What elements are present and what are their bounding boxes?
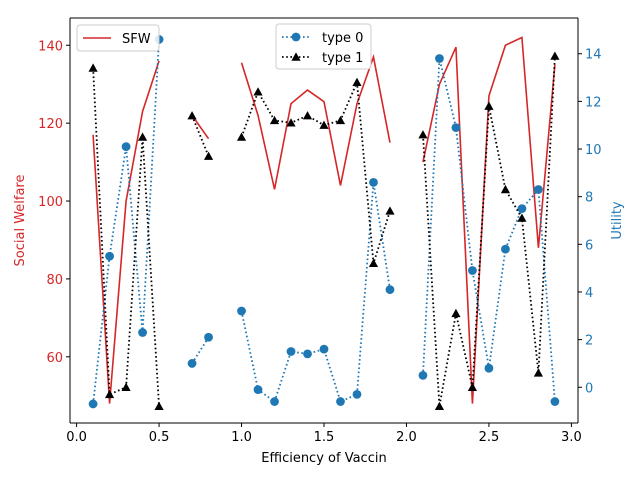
data-point-type-1: [319, 120, 329, 129]
data-point-type-1: [203, 151, 214, 160]
x-tick-label: 0.0: [66, 430, 87, 445]
data-point-type-1: [187, 111, 197, 120]
data-point-type-0: [385, 285, 395, 294]
x-tick-label: 1.5: [314, 430, 335, 445]
data-point-type-0: [468, 266, 477, 275]
legend-layer: SFW type 0 type 1: [76, 23, 372, 70]
series-line-sfw-segment-0: [92, 60, 160, 404]
data-point-type-1: [236, 132, 247, 141]
data-point-type-0: [286, 347, 296, 356]
data-point-type-0: [303, 349, 312, 359]
data-point-type-1: [484, 101, 494, 110]
data-point-type-0: [121, 142, 131, 152]
x-axis-label: Efficiency of Vaccin: [261, 451, 386, 466]
right-tick-label: 2: [585, 334, 593, 349]
data-point-type-0: [88, 399, 98, 409]
data-point-type-0: [435, 54, 444, 63]
legend-marker-type-1: [291, 52, 301, 61]
data-point-type-0: [237, 306, 246, 316]
series-type-1: [88, 51, 560, 411]
data-point-type-1: [385, 206, 395, 215]
data-point-type-1: [137, 132, 148, 141]
x-tick-label: 2.5: [479, 430, 500, 445]
right-tick-label: 6: [585, 238, 593, 253]
data-point-type-0: [270, 397, 279, 406]
x-tick-label: 3.0: [561, 430, 582, 445]
data-point-type-1: [467, 382, 478, 391]
data-point-type-1: [121, 382, 131, 391]
data-point-type-0: [501, 244, 510, 254]
data-point-type-1: [269, 115, 280, 125]
legend-box: [76, 24, 160, 52]
data-point-type-1: [533, 368, 544, 377]
legend-label-type-1: type 1: [322, 51, 363, 66]
legend-types: type 0 type 1: [275, 23, 372, 70]
data-point-type-0: [204, 332, 213, 342]
data-point-type-1: [451, 308, 461, 318]
legend-sfw: SFW: [76, 24, 160, 52]
right-tick-label: 14: [585, 48, 602, 63]
data-point-type-0: [534, 185, 543, 194]
right-tick-label: 4: [585, 286, 593, 301]
left-tick-label: 80: [46, 273, 63, 288]
data-point-type-0: [319, 344, 329, 354]
series-line-type-0-segment-2: [240, 182, 391, 404]
series-layer: [88, 35, 560, 411]
data-point-type-0: [138, 328, 147, 337]
right-y-axis-label: Utility: [610, 201, 625, 240]
data-point-type-0: [369, 177, 378, 187]
left-tick-label: 100: [38, 195, 63, 210]
right-tick-label: 8: [585, 191, 593, 206]
right-tick-label: 12: [585, 95, 602, 110]
left-tick-label: 120: [38, 117, 63, 132]
series-line-type-0-segment-1: [191, 336, 210, 364]
x-tick-label: 1.0: [231, 430, 252, 445]
data-point-type-0: [517, 204, 527, 213]
series-line-sfw-segment-3: [422, 36, 556, 404]
data-point-type-1: [550, 51, 560, 60]
data-point-type-0: [352, 390, 362, 399]
data-point-type-0: [550, 397, 560, 406]
data-point-type-1: [104, 389, 115, 399]
data-point-type-1: [286, 118, 296, 127]
data-point-type-1: [154, 401, 164, 411]
data-point-type-1: [352, 77, 362, 87]
data-point-type-0: [187, 359, 197, 368]
data-point-type-1: [517, 213, 527, 222]
data-point-type-1: [302, 111, 313, 120]
axes-layer: 0.0 0.5 1.0 1.5 2.0 2.5 3.0 60 80 100 120 140 0 2 4 6 8 1…: [13, 17, 625, 466]
left-tick-label: 60: [46, 351, 63, 366]
data-point-type-0: [418, 370, 428, 380]
right-tick-label: 10: [585, 143, 602, 158]
legend-label-type-0: type 0: [322, 31, 363, 46]
data-point-type-1: [253, 87, 263, 96]
data-point-type-1: [88, 63, 98, 72]
left-y-axis-label: Social Welfare: [13, 175, 28, 267]
data-point-type-0: [253, 385, 263, 395]
data-point-type-0: [484, 363, 494, 373]
data-point-type-1: [335, 115, 346, 125]
x-tick-label: 2.0: [396, 430, 417, 445]
legend-marker-type-0: [291, 32, 301, 42]
data-point-type-1: [434, 401, 445, 411]
series-line-type-1-segment-1: [191, 115, 210, 157]
legend-label-sfw: SFW: [122, 32, 151, 47]
data-point-type-1: [368, 258, 379, 268]
data-point-type-0: [336, 397, 345, 406]
series-line-sfw-segment-2: [240, 53, 391, 190]
left-tick-label: 140: [38, 39, 63, 54]
data-point-type-1: [418, 130, 428, 139]
data-point-type-0: [105, 251, 114, 261]
data-point-type-1: [500, 184, 511, 194]
right-tick-label: 0: [585, 381, 593, 396]
data-point-type-0: [451, 123, 461, 132]
x-tick-label: 0.5: [149, 430, 170, 445]
